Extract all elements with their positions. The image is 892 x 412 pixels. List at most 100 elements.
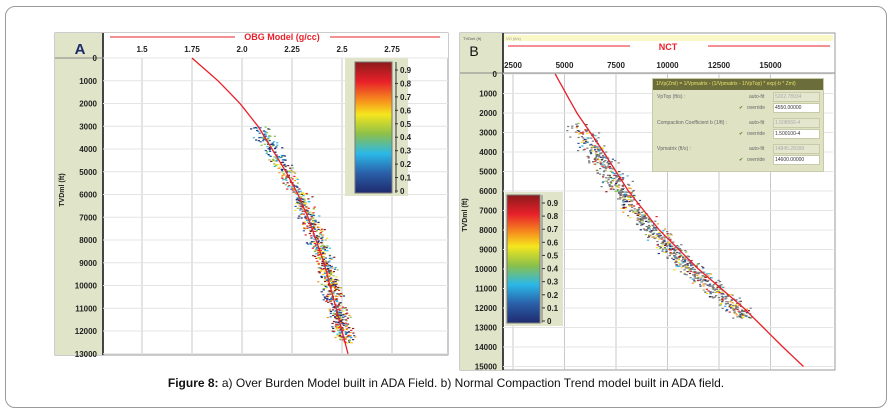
scatter-point <box>290 164 294 166</box>
scatter-point <box>596 169 599 171</box>
scatter-point <box>736 308 739 310</box>
override-input[interactable]: 4550.00000 <box>773 103 820 113</box>
scatter-point <box>620 197 623 199</box>
scatter-point <box>328 264 331 267</box>
scatter-point <box>736 316 739 318</box>
scatter-point <box>312 225 315 227</box>
scatter-point <box>698 271 701 273</box>
scatter-point <box>294 172 297 174</box>
scatter-point <box>303 228 306 230</box>
scatter-point <box>284 178 287 180</box>
scatter-point <box>661 236 664 238</box>
scatter-point <box>267 154 270 156</box>
override-input[interactable]: 14600.00000 <box>773 155 820 165</box>
scatter-point <box>325 286 328 288</box>
override-input[interactable]: 1.500100-4 <box>773 129 820 139</box>
scatter-point <box>724 305 727 307</box>
scatter-point <box>673 256 676 258</box>
scatter-point <box>582 140 585 142</box>
scatter-point <box>721 293 724 295</box>
panel-b-window-title: VO (ft/s) <box>506 36 522 41</box>
scatter-point <box>300 208 303 210</box>
scatter-point <box>619 196 622 198</box>
scatter-point <box>318 226 321 228</box>
scatter-point <box>738 297 741 299</box>
scatter-point <box>747 310 750 312</box>
scatter-point <box>318 215 321 217</box>
scatter-point <box>286 188 289 190</box>
parameter-label: VpTop (ft/s) : <box>657 94 686 100</box>
scatter-point <box>306 210 309 212</box>
scatter-point <box>717 289 720 291</box>
scatter-point <box>326 245 329 247</box>
scatter-point <box>656 223 660 225</box>
scatter-point <box>735 299 738 301</box>
scatter-point <box>302 221 305 224</box>
scatter-point <box>344 326 347 328</box>
scatter-point <box>305 216 308 218</box>
scatter-point <box>341 319 344 321</box>
scatter-point <box>614 184 617 186</box>
scatter-point <box>730 299 733 301</box>
scatter-point <box>314 228 317 230</box>
panel-b-label: B <box>469 43 478 59</box>
scatter-point <box>311 247 314 249</box>
scatter-point <box>302 192 305 194</box>
scatter-point <box>328 299 331 301</box>
scatter-point <box>636 217 639 219</box>
scatter-point <box>273 160 276 162</box>
scatter-point <box>314 219 317 221</box>
scatter-point <box>280 156 283 158</box>
scatter-point <box>604 157 607 159</box>
scatter-point <box>692 271 695 273</box>
trend-line <box>191 57 349 354</box>
scatter-point <box>685 266 689 268</box>
y-tick-label: 9000 <box>79 259 97 268</box>
scatter-point <box>614 172 617 174</box>
scatter-point <box>301 202 304 204</box>
scatter-point <box>317 281 320 283</box>
override-checkbox[interactable]: ✔ <box>739 157 744 163</box>
scatter-point <box>669 247 672 249</box>
scatter-point <box>742 313 745 315</box>
override-checkbox[interactable]: ✔ <box>739 105 744 111</box>
scatter-point <box>684 265 687 267</box>
scatter-point <box>305 206 308 208</box>
scatter-point <box>582 149 585 151</box>
scatter-point <box>337 304 340 306</box>
scatter-point <box>282 182 285 184</box>
scatter-point <box>642 214 645 216</box>
scatter-point <box>644 234 647 236</box>
scatter-point <box>669 233 672 235</box>
scatter-point <box>328 247 331 249</box>
scatter-point <box>580 136 583 138</box>
scatter-point <box>669 251 672 254</box>
scatter-point <box>276 144 279 146</box>
scatter-point <box>652 228 655 230</box>
scatter-point <box>323 296 326 298</box>
scatter-point <box>616 189 620 191</box>
scatter-point <box>323 270 326 273</box>
scatter-point <box>650 220 653 222</box>
scatter-point <box>330 283 333 285</box>
scatter-point <box>250 128 253 130</box>
scatter-point <box>705 288 708 290</box>
scatter-point <box>666 233 669 235</box>
scatter-point <box>338 311 341 313</box>
scatter-point <box>257 140 260 142</box>
y-tick-label: 3000 <box>79 122 97 131</box>
scatter-point <box>302 223 305 226</box>
scatter-point <box>643 215 646 217</box>
scatter-point <box>335 282 338 284</box>
scatter-point <box>352 339 355 341</box>
scatter-point <box>648 234 651 236</box>
colorbar-label: 0.4 <box>547 265 559 274</box>
override-checkbox[interactable]: ✔ <box>739 131 744 137</box>
scatter-point <box>642 211 645 213</box>
scatter-point <box>339 320 342 322</box>
scatter-point <box>611 185 614 187</box>
scatter-point <box>280 154 283 157</box>
scatter-point <box>334 278 337 281</box>
scatter-point <box>593 146 596 148</box>
scatter-point <box>330 273 333 275</box>
